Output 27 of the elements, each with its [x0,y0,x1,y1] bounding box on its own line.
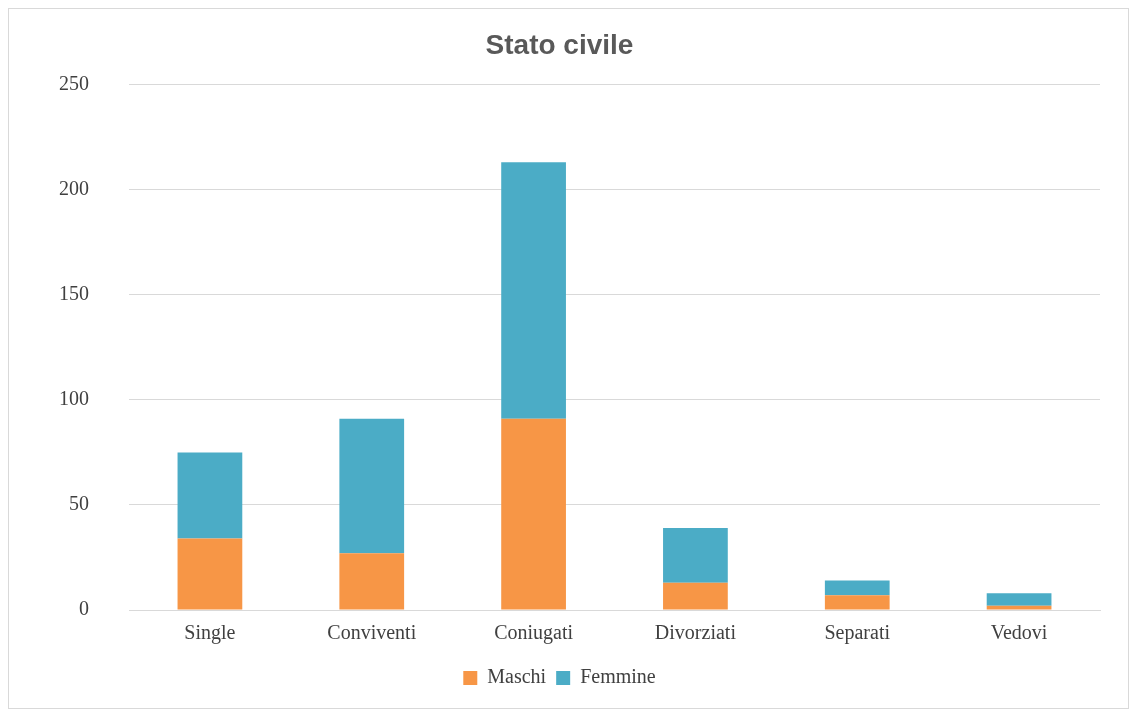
x-tick-label: Coniugati [494,621,574,645]
chart-title: Stato civile [485,28,634,60]
x-tick-label: Vedovi [990,621,1048,644]
bar [824,595,890,610]
bar [501,162,566,419]
bar [663,528,728,583]
bar [177,452,243,539]
x-tick-label: Single [184,621,236,645]
x-tick-label: Conviventi [327,621,417,644]
legend-label: Femmine [580,665,656,688]
bar [339,418,405,554]
bar [663,582,728,610]
y-tick-label: 250 [59,71,89,94]
bar [177,538,243,610]
y-tick-label: 100 [59,387,89,410]
legend-label: Maschi [487,665,547,688]
bar [986,605,1052,610]
bar [339,553,405,610]
bar [501,418,566,610]
y-tick-label: 200 [59,176,89,199]
y-tick-label: 0 [79,597,89,620]
bar [824,580,890,596]
y-tick-label: 50 [69,492,89,515]
x-tick-label: Separati [824,621,891,645]
y-tick-label: 150 [59,282,89,305]
bar [986,593,1052,606]
x-tick-label: Divorziati [654,621,737,644]
